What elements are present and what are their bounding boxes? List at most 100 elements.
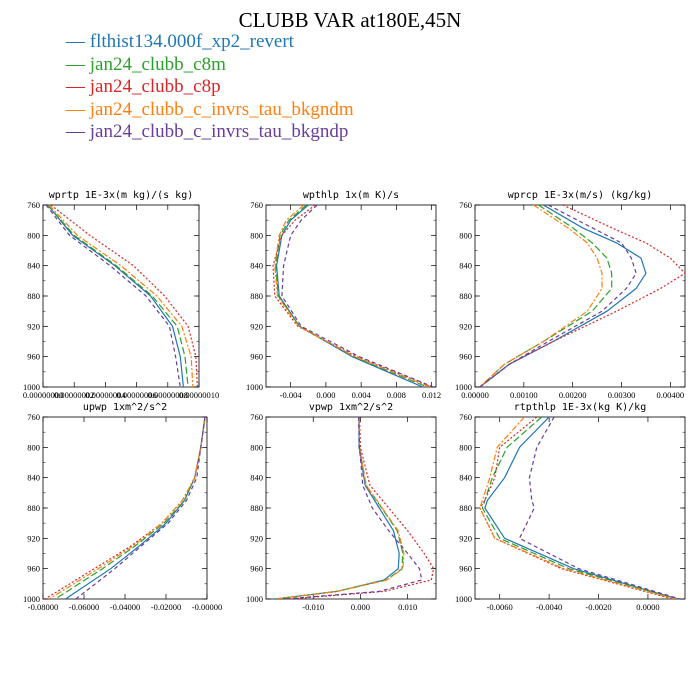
legend-label: flthist134.000f_xp2_revert: [89, 31, 294, 52]
y-tick-label: 880: [459, 291, 472, 301]
panel-title: wprcp 1E-3x(m/s) (kg/kg): [508, 190, 653, 201]
legend-item-1: — jan24_clubb_c8m: [66, 53, 226, 75]
series-line-0: [47, 205, 184, 387]
x-tick-label: 0.00000000: [23, 390, 63, 400]
x-tick-label: -0.0060: [487, 602, 513, 612]
series-line-4: [45, 205, 181, 387]
y-tick-label: 800: [27, 442, 40, 452]
series-line-3: [479, 205, 603, 387]
series-line-3: [48, 205, 194, 387]
panel-title: wpthlp 1x(m K)/s: [303, 190, 399, 201]
y-tick-label: 920: [27, 321, 40, 331]
x-tick-label: 0.00000006: [116, 390, 156, 400]
y-tick-label: 960: [459, 564, 472, 574]
series-line-4: [479, 205, 637, 387]
y-tick-label: 880: [27, 503, 40, 513]
series-line-2: [50, 205, 198, 387]
series-line-1: [275, 417, 404, 599]
y-tick-label: 760: [250, 200, 263, 210]
y-tick-label: 800: [459, 230, 472, 240]
x-tick-label: 0.000: [351, 602, 370, 612]
series-line-0: [479, 205, 647, 387]
y-tick-label: 960: [27, 352, 40, 362]
x-tick-label: 0.00400: [657, 390, 685, 400]
legend-item-0: — flthist134.000f_xp2_revert: [66, 31, 294, 52]
panel-title: vpwp 1xm^2/s^2: [309, 402, 393, 413]
series-line-1: [479, 205, 613, 387]
y-tick-label: 760: [459, 412, 472, 422]
y-tick-label: 1000: [23, 594, 40, 604]
series-line-3: [275, 417, 405, 599]
y-tick-label: 800: [250, 230, 263, 240]
plot-frame: [474, 204, 686, 388]
y-tick-label: 920: [250, 533, 263, 543]
plot-frame: [42, 204, 200, 388]
x-tick-label: 0.004: [352, 390, 372, 400]
y-tick-label: 760: [459, 200, 472, 210]
series-line-0: [275, 205, 424, 387]
y-tick-label: 880: [250, 291, 263, 301]
y-tick-label: 960: [250, 564, 263, 574]
x-tick-label: 0.010: [398, 602, 417, 612]
legend-item-2: — jan24_clubb_c8p: [66, 76, 221, 97]
y-tick-label: 840: [459, 473, 472, 483]
x-tick-label: -0.06000: [69, 602, 99, 612]
series-line-2: [479, 205, 685, 387]
panel-3: upwp 1xm^2/s^27608008408809209601000-0.0…: [23, 402, 222, 612]
series-line-4: [75, 417, 206, 599]
legend-label: jan24_clubb_c8m: [89, 53, 226, 75]
legend-item-3: — jan24_clubb_c_invrs_tau_bkgndm: [66, 98, 354, 120]
y-tick-label: 960: [459, 352, 472, 362]
legend-item-4: — jan24_clubb_c_invrs_tau_bkgndp: [66, 121, 349, 142]
x-tick-label: 0.0000: [636, 602, 659, 612]
x-tick-label: -0.04000: [110, 602, 140, 612]
series-line-4: [518, 417, 681, 599]
x-tick-label: -0.010: [302, 602, 324, 612]
series-line-1: [275, 205, 428, 387]
y-tick-label: 1000: [246, 382, 263, 392]
x-tick-label: 0.00100: [510, 390, 538, 400]
y-tick-label: 840: [250, 473, 263, 483]
y-tick-label: 840: [459, 261, 472, 271]
y-tick-label: 840: [27, 473, 40, 483]
series-line-3: [479, 417, 676, 599]
series-line-0: [275, 417, 400, 599]
legend: — flthist134.000f_xp2_revert — jan24_clu…: [66, 31, 354, 144]
series-line-3: [48, 417, 206, 599]
plot-frame: [42, 416, 208, 600]
y-tick-label: 840: [250, 261, 263, 271]
plot-frame: [265, 204, 437, 388]
x-tick-label: 0.012: [422, 390, 441, 400]
x-tick-label: 0.00000008: [148, 390, 188, 400]
y-tick-label: 1000: [455, 594, 472, 604]
y-tick-label: 880: [27, 291, 40, 301]
y-tick-label: 800: [459, 442, 472, 452]
x-tick-label: -0.0040: [536, 602, 562, 612]
series-line-2: [289, 417, 435, 599]
y-tick-label: 920: [459, 533, 472, 543]
x-tick-label: 0.00200: [559, 390, 587, 400]
x-tick-label: -0.004: [280, 390, 303, 400]
panel-title: rtpthlp 1E-3x(kg K)/kg: [514, 402, 646, 413]
panel-0: wprtp 1E-3x(m kg)/(s kg) 760 800 840 880 920 9…: [23, 190, 219, 400]
legend-label: jan24_clubb_c_invrs_tau_bkgndp: [89, 121, 349, 142]
series-line-2: [44, 417, 206, 599]
series-line-4: [284, 417, 423, 599]
x-tick-label: 0.00000: [461, 390, 489, 400]
legend-label: jan24_clubb_c_invrs_tau_bkgndm: [89, 98, 354, 120]
y-tick-label: 800: [250, 442, 263, 452]
panel-title: upwp 1xm^2/s^2: [83, 402, 167, 413]
x-tick-label: -0.02000: [151, 602, 181, 612]
y-tick-label: 1000: [455, 382, 472, 392]
panel-4: vpwp 1xm^2/s^2 760 800 840 880 920 960 1000 -0.0…: [246, 402, 437, 612]
x-tick-label: 0.00300: [608, 390, 636, 400]
x-tick-label: -0.00000: [192, 602, 222, 612]
series-line-1: [54, 417, 206, 599]
legend-label: jan24_clubb_c8p: [89, 76, 221, 97]
panel-2: wprcp 1E-3x(m/s) (kg/kg) 760 800 840 880 920 9…: [455, 190, 686, 400]
y-tick-label: 960: [250, 352, 263, 362]
y-tick-label: 760: [27, 200, 40, 210]
series-line-2: [272, 205, 432, 387]
x-tick-label: -0.0020: [585, 602, 611, 612]
y-tick-label: 760: [250, 412, 263, 422]
